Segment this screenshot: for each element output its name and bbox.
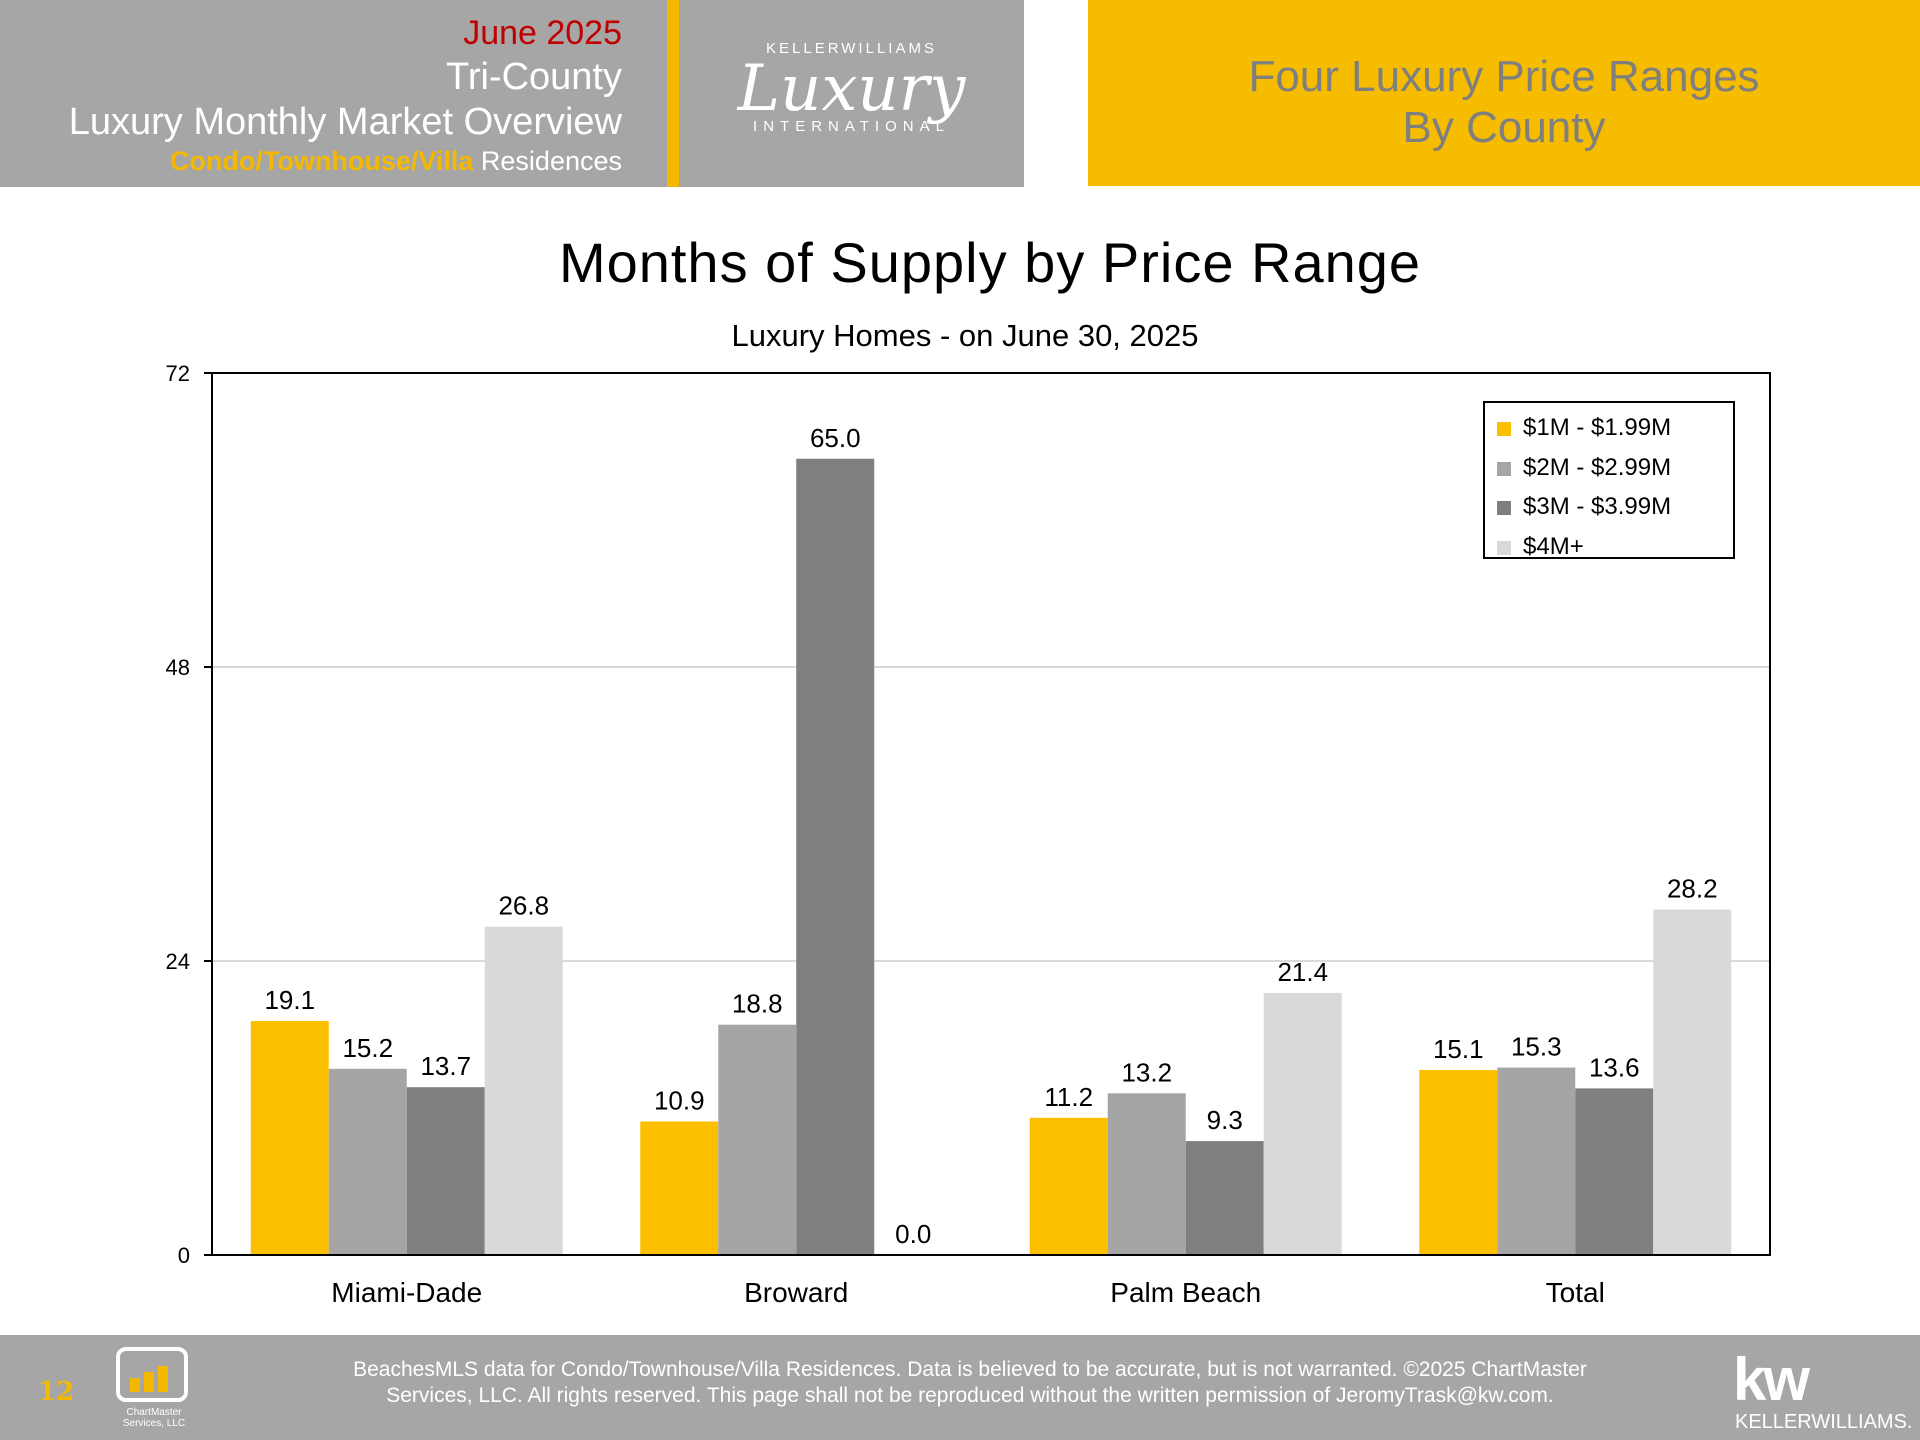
property-type-suffix: Residences [480, 146, 622, 176]
bar [1653, 909, 1732, 1255]
logo-main-text: Luxury [737, 52, 966, 126]
legend-swatch [1497, 540, 1511, 555]
section-title-line2: By County [1402, 103, 1606, 152]
data-label: 11.2 [1044, 1082, 1093, 1112]
legend-item: $1M - $1.99M [1497, 413, 1733, 453]
report-title: Luxury Monthly Market Overview [68, 101, 622, 143]
logo-bottom-text: INTERNATIONAL [753, 118, 950, 135]
bar [718, 1024, 797, 1255]
y-tick-label: 0 [178, 1243, 190, 1268]
legend-item: $3M - $3.99M [1497, 492, 1733, 532]
property-type: Condo/Townhouse/Villa Residences [170, 146, 622, 177]
section-title-line1: Four Luxury Price Ranges [1248, 52, 1760, 101]
data-label: 10.9 [654, 1085, 705, 1115]
report-date: June 2025 [463, 14, 622, 52]
chartmaster-logo [116, 1347, 188, 1402]
data-label: 65.0 [810, 423, 861, 453]
report-region: Tri-County [446, 56, 622, 98]
x-tick-label: Palm Beach [1110, 1277, 1261, 1308]
data-label: 13.2 [1121, 1057, 1172, 1087]
data-label: 15.3 [1511, 1032, 1562, 1062]
data-label: 9.3 [1207, 1105, 1243, 1135]
data-label: 13.6 [1589, 1052, 1640, 1082]
section-title-panel: Four Luxury Price Ranges By County [1088, 0, 1920, 186]
chartmaster-name: ChartMaster [126, 1407, 182, 1418]
bar [1263, 992, 1342, 1255]
legend-item: $4M+ [1497, 532, 1733, 572]
bar [1575, 1088, 1654, 1255]
y-tick-label: 72 [166, 361, 190, 386]
legend-swatch [1497, 461, 1511, 476]
y-tick-label: 24 [166, 949, 190, 974]
kw-logo: kw [1733, 1346, 1810, 1413]
bar [406, 1087, 485, 1255]
legend-swatch [1497, 422, 1511, 436]
page-number: 12 [38, 1377, 75, 1407]
data-label: 28.2 [1667, 874, 1718, 904]
data-label: 19.1 [264, 985, 315, 1015]
disclaimer-line2: Services, LLC. All rights reserved. This… [386, 1384, 1554, 1407]
data-label: 18.8 [732, 989, 783, 1019]
x-tick-label: Broward [744, 1277, 848, 1308]
bar [1185, 1141, 1264, 1255]
data-label: 26.8 [498, 891, 549, 921]
y-tick-label: 48 [166, 655, 190, 680]
chart-title: Months of Supply by Price Range [558, 231, 1422, 294]
legend-label: $2M - $2.99M [1523, 453, 1672, 481]
bar [1107, 1093, 1186, 1255]
plot-frame [211, 372, 1771, 1256]
footer: 12 ChartMaster Services, LLC BeachesMLS … [0, 1335, 1920, 1440]
data-label: 13.7 [420, 1051, 471, 1081]
bar-chart: 19.1 15.2 13.7 26.8 Miami-Dade 10.9 18.8 65.0 0.… [166, 361, 1771, 1308]
legend-label: $3M - $3.99M [1523, 493, 1672, 520]
header-info-panel: June 2025 Tri-County Luxury Monthly Mark… [0, 0, 667, 187]
x-tick-label: Miami-Dade [331, 1277, 482, 1308]
bar [640, 1121, 719, 1255]
disclaimer-line1: BeachesMLS data for Condo/Townhouse/Vill… [353, 1358, 1587, 1381]
chartmaster-logo-text: ChartMaster Services, LLC [106, 1407, 202, 1429]
header-accent-stripe [667, 0, 679, 187]
x-tick-label: Total [1546, 1277, 1605, 1308]
data-label: 21.4 [1277, 957, 1328, 987]
disclaimer: BeachesMLS data for Condo/Townhouse/Vill… [250, 1357, 1690, 1409]
kw-luxury-logo: KELLERWILLIAMS Luxury INTERNATIONAL [679, 0, 1024, 187]
bar [328, 1068, 407, 1255]
bar [796, 458, 875, 1255]
data-label: 0.0 [895, 1219, 931, 1249]
chart-subtitle: Luxury Homes - on June 30, 2025 [731, 318, 1199, 353]
chart-legend: $1M - $1.99M $2M - $2.99M $3M - $3.99M $4M+ [1483, 401, 1735, 560]
bar [250, 1021, 329, 1255]
property-type-highlight: Condo/Townhouse/Villa [169, 146, 474, 176]
legend-label: $1M - $1.99M [1523, 414, 1672, 441]
bar [484, 926, 563, 1255]
data-label: 15.2 [342, 1033, 393, 1063]
legend-swatch [1497, 501, 1511, 515]
legend-item: $2M - $2.99M [1497, 453, 1733, 493]
kw-name: KELLERWILLIAMS. [1735, 1411, 1913, 1433]
chartmaster-sub: Services, LLC [122, 1418, 186, 1429]
bar [1029, 1117, 1108, 1255]
data-label: 15.1 [1433, 1034, 1484, 1064]
bar [1497, 1067, 1576, 1255]
legend-label: $4M+ [1523, 532, 1584, 560]
logo-top-text: KELLERWILLIAMS [766, 40, 937, 57]
bar [1419, 1070, 1498, 1255]
